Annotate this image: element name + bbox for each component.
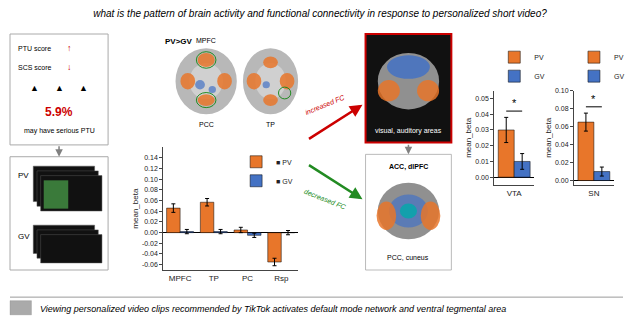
svg-text:GV: GV <box>18 232 30 241</box>
svg-text:PCC, cuneus: PCC, cuneus <box>387 254 429 261</box>
svg-text:mean_beta: mean_beta <box>544 117 553 158</box>
svg-text:SCS score: SCS score <box>18 64 52 71</box>
svg-text:MPFC: MPFC <box>169 274 192 283</box>
svg-text:PCC: PCC <box>199 121 214 128</box>
svg-text:0.08: 0.08 <box>144 186 158 193</box>
svg-text:*: * <box>512 97 517 109</box>
svg-text:↑: ↑ <box>67 43 72 53</box>
svg-text:TP: TP <box>209 274 219 283</box>
svg-text:0.02: 0.02 <box>475 142 489 149</box>
svg-text:mean_beta: mean_beta <box>131 188 140 229</box>
svg-text:*: * <box>591 93 596 105</box>
svg-text:0.05: 0.05 <box>475 95 489 102</box>
svg-text:PV: PV <box>18 171 29 180</box>
svg-text:▲: ▲ <box>55 83 64 93</box>
svg-text:PV: PV <box>534 54 544 61</box>
svg-text:0.03: 0.03 <box>475 126 489 133</box>
svg-text:visual, auditory areas: visual, auditory areas <box>375 127 442 135</box>
svg-text:what is the pattern of brain a: what is the pattern of brain activity an… <box>93 8 547 19</box>
svg-text:increased FC: increased FC <box>304 93 346 115</box>
svg-text:PV: PV <box>614 54 624 61</box>
svg-text:ACC, dlPFC: ACC, dlPFC <box>389 163 428 171</box>
svg-text:0.00: 0.00 <box>555 177 569 184</box>
svg-text:0.00: 0.00 <box>475 174 489 181</box>
svg-text:▲: ▲ <box>30 83 39 93</box>
svg-text:0.04: 0.04 <box>144 208 158 215</box>
svg-text:-0.04: -0.04 <box>142 250 158 257</box>
svg-text:GV: GV <box>534 73 544 80</box>
svg-text:PC: PC <box>242 274 253 283</box>
svg-text:0.10: 0.10 <box>144 176 158 183</box>
svg-text:0.02: 0.02 <box>555 159 569 166</box>
svg-text:▲: ▲ <box>79 83 88 93</box>
svg-text:may have serious PTU: may have serious PTU <box>24 127 95 135</box>
svg-text:PV>GV: PV>GV <box>165 37 193 46</box>
svg-text:0.04: 0.04 <box>555 141 569 148</box>
svg-text:0.14: 0.14 <box>144 154 158 161</box>
svg-text:Viewing personalized video cli: Viewing personalized video clips recomme… <box>40 304 506 314</box>
svg-text:-0.02: -0.02 <box>142 240 158 247</box>
svg-text:mean_beta: mean_beta <box>464 117 473 158</box>
svg-text:GV: GV <box>614 73 624 80</box>
svg-text:-0.06: -0.06 <box>142 261 158 268</box>
svg-text:0.12: 0.12 <box>144 165 158 172</box>
svg-text:TP: TP <box>266 121 275 128</box>
svg-text:decreased FC: decreased FC <box>303 188 347 211</box>
svg-text:SN: SN <box>588 189 599 198</box>
svg-text:VTA: VTA <box>507 189 523 198</box>
svg-text:5.9%: 5.9% <box>45 105 73 119</box>
svg-text:0.10: 0.10 <box>555 87 569 94</box>
svg-text:Rsp: Rsp <box>274 274 289 283</box>
svg-text:0.00: 0.00 <box>144 229 158 236</box>
svg-text:MPFC: MPFC <box>196 37 216 44</box>
svg-text:■ PV: ■ PV <box>276 159 292 166</box>
svg-text:PTU score: PTU score <box>18 45 51 52</box>
svg-text:0.01: 0.01 <box>475 158 489 165</box>
svg-text:0.06: 0.06 <box>555 123 569 130</box>
svg-text:↓: ↓ <box>67 62 72 72</box>
svg-text:0.04: 0.04 <box>475 111 489 118</box>
svg-text:0.08: 0.08 <box>555 105 569 112</box>
svg-text:■ GV: ■ GV <box>276 178 293 185</box>
svg-text:0.02: 0.02 <box>144 218 158 225</box>
svg-text:0.06: 0.06 <box>144 197 158 204</box>
